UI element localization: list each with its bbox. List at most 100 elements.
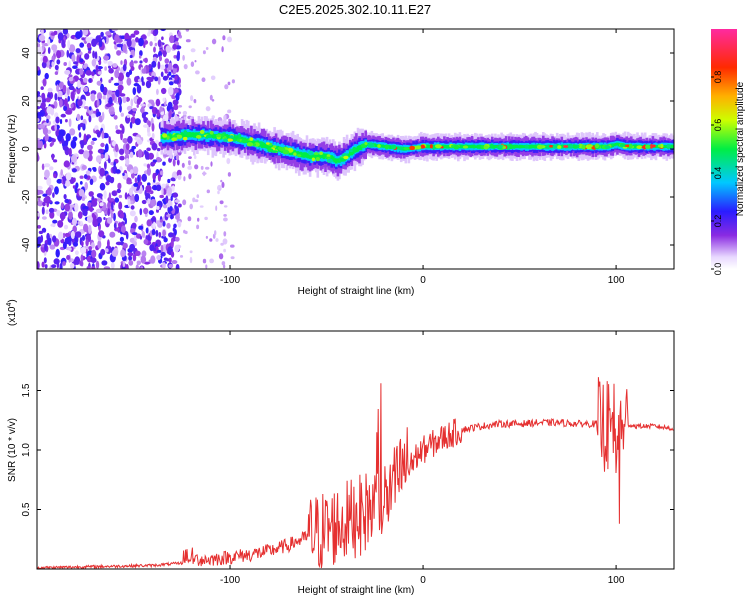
heatmap-cell	[87, 144, 93, 151]
heatmap-cell	[128, 255, 133, 261]
heatmap-cell	[109, 176, 115, 184]
heatmap-cell	[89, 178, 94, 185]
heatmap-cell	[173, 79, 180, 84]
heatmap-cell	[133, 60, 138, 64]
heatmap-cell	[226, 158, 231, 165]
heatmap-cell	[124, 149, 130, 155]
heatmap-cell	[333, 158, 337, 163]
heatmap-cell	[88, 115, 92, 123]
colorbar-tick-label: 0.0	[713, 263, 723, 276]
heatmap-cell	[141, 173, 147, 182]
heatmap-cell	[474, 145, 477, 148]
heatmap-cell	[132, 166, 139, 175]
heatmap-cell	[167, 200, 173, 208]
heatmap-cell	[52, 192, 55, 198]
heatmap-cell	[521, 145, 525, 149]
heatmap-cell	[159, 194, 164, 199]
heatmap-cell	[54, 124, 57, 132]
heatmap-cell	[70, 103, 74, 109]
heatmap-cell	[209, 238, 213, 242]
heatmap-peak	[557, 145, 562, 149]
heatmap-cell	[120, 249, 126, 258]
heatmap-cell	[227, 172, 231, 177]
heatmap-cell	[293, 150, 296, 155]
heatmap-cell	[670, 144, 673, 149]
heatmap-cell	[46, 118, 49, 124]
heatmap-cell	[47, 237, 52, 246]
heatmap-cell	[44, 169, 50, 179]
heatmap-cell	[81, 241, 84, 247]
heatmap-cell	[176, 169, 182, 177]
heatmap-cell	[122, 64, 127, 72]
heatmap-cell	[83, 77, 88, 83]
heatmap-cell	[167, 187, 172, 195]
heatmap-cell	[148, 152, 154, 160]
heatmap-cell	[111, 249, 118, 257]
heatmap-cell	[47, 187, 52, 196]
heatmap-cell	[88, 224, 92, 234]
heatmap-cell	[84, 182, 88, 191]
heatmap-cell	[136, 260, 141, 266]
spectrogram-y-label: Frequency (Hz)	[7, 115, 18, 184]
heatmap-peak	[175, 134, 183, 139]
heatmap-cell	[177, 174, 182, 180]
heatmap-cell	[215, 205, 218, 211]
heatmap-cell	[54, 93, 58, 101]
heatmap-peak	[524, 144, 529, 149]
heatmap-cell	[104, 66, 107, 71]
heatmap-cell	[103, 190, 107, 200]
heatmap-cell	[72, 136, 78, 142]
heatmap-cell	[125, 158, 130, 166]
heatmap-peak	[183, 130, 188, 136]
heatmap-cell	[37, 261, 40, 269]
heatmap-cell	[125, 143, 130, 151]
heatmap-cell	[143, 163, 147, 167]
heatmap-cell	[81, 99, 86, 107]
heatmap-cell	[139, 235, 143, 240]
heatmap-cell	[136, 139, 143, 145]
heatmap-cell	[191, 132, 194, 137]
heatmap-cell	[151, 142, 158, 151]
heatmap-cell	[529, 144, 533, 149]
heatmap-cell	[316, 154, 320, 160]
heatmap-cell	[181, 162, 185, 168]
heatmap-peak	[205, 134, 212, 139]
heatmap-cell	[157, 61, 161, 70]
heatmap-peak	[397, 146, 404, 151]
heatmap-cell	[460, 144, 463, 149]
heatmap-cell	[210, 161, 213, 167]
heatmap-cell	[42, 78, 47, 87]
heatmap-cell	[68, 85, 75, 91]
heatmap-cell	[116, 50, 122, 56]
heatmap-cell	[76, 79, 81, 89]
heatmap-cell	[196, 194, 200, 199]
heatmap-cell	[161, 87, 167, 95]
heatmap-cell	[51, 61, 55, 67]
heatmap-cell	[116, 188, 122, 194]
heatmap-cell	[93, 110, 96, 114]
heatmap-cell	[172, 158, 176, 167]
heatmap-cell	[174, 75, 178, 81]
heatmap-cell	[107, 239, 110, 249]
heatmap-cell	[62, 29, 69, 35]
heatmap-cell	[336, 158, 340, 163]
heatmap-cell	[81, 196, 85, 201]
heatmap-cell	[91, 137, 98, 141]
heatmap-cell	[188, 173, 192, 180]
heatmap-cell	[228, 118, 232, 122]
heatmap-cell	[68, 247, 72, 251]
heatmap-cell	[119, 155, 125, 161]
spectrogram-y-tick-label: 0	[21, 146, 32, 152]
snr-panel: -100 0 100 0.5 1.0 1.5 Height of straight li…	[6, 299, 675, 596]
heatmap-cell	[41, 206, 45, 215]
heatmap-cell	[373, 143, 377, 147]
heatmap-cell	[96, 80, 102, 86]
heatmap-cell	[91, 242, 95, 249]
heatmap-cell	[126, 105, 133, 111]
heatmap-cell	[71, 168, 77, 173]
heatmap-cell	[202, 50, 206, 55]
heatmap-peak	[659, 143, 664, 149]
heatmap-cell	[69, 263, 75, 269]
heatmap-cell	[78, 149, 85, 155]
snr-x-tick-label: 0	[420, 575, 426, 586]
